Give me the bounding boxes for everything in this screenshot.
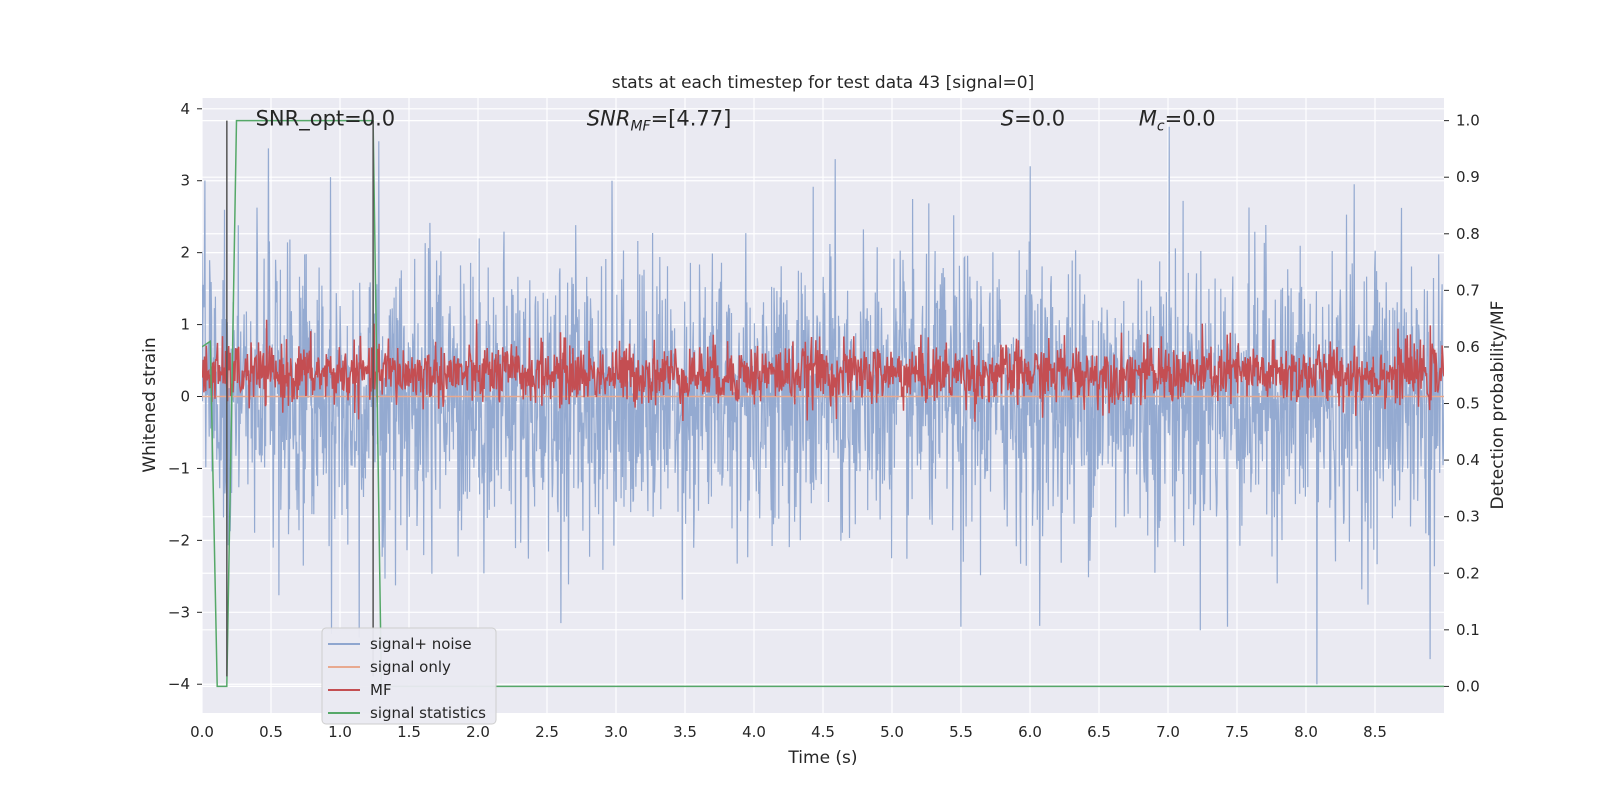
legend-entry: signal only — [370, 658, 451, 676]
x-axis-label: Time (s) — [787, 748, 857, 768]
x-tick-label: 5.5 — [949, 723, 973, 741]
y-tick-label: 3 — [180, 172, 190, 190]
y-right-tick-label: 0.9 — [1456, 168, 1480, 186]
x-tick-label: 8.0 — [1294, 723, 1318, 741]
annotation: SNRMF=[4.77] — [587, 107, 732, 135]
x-tick-label: 3.5 — [673, 723, 697, 741]
y-right-tick-label: 0.6 — [1456, 338, 1480, 356]
y-ticks-left: 4 3 2 1 0 −1 −2 −3 −4 — [168, 100, 202, 693]
y-right-tick-label: 0.7 — [1456, 281, 1480, 299]
x-tick-label: 2.5 — [535, 723, 559, 741]
series-signal-noise — [202, 126, 1444, 685]
x-tick-label: 6.0 — [1018, 723, 1042, 741]
y-tick-label: 2 — [180, 244, 190, 262]
legend-entry: signal+ noise — [370, 635, 472, 653]
y-right-tick-label: 0.1 — [1456, 621, 1480, 639]
x-tick-label: 5.0 — [880, 723, 904, 741]
x-tick-label: 0.5 — [259, 723, 283, 741]
y-right-tick-label: 0.0 — [1456, 677, 1480, 695]
x-tick-label: 7.5 — [1225, 723, 1249, 741]
y-ticks-right: 1.0 0.9 0.8 0.7 0.6 0.5 0.4 0.3 0.2 0.1 0.0 — [1444, 112, 1480, 695]
x-tick-label: 4.0 — [742, 723, 766, 741]
annotations: SNR_opt=0.0 SNRMF=[4.77] S=0.0 Mc=0.0 — [256, 107, 1216, 135]
y-right-tick-label: 0.5 — [1456, 395, 1480, 413]
y-tick-label: −2 — [168, 531, 190, 549]
x-tick-label: 6.5 — [1087, 723, 1111, 741]
y-right-tick-label: 0.8 — [1456, 225, 1480, 243]
series-mf — [202, 319, 1444, 422]
y-right-tick-label: 0.2 — [1456, 564, 1480, 582]
y-tick-label: −3 — [168, 603, 190, 621]
x-tick-label: 1.5 — [397, 723, 421, 741]
x-tick-label: 3.0 — [604, 723, 628, 741]
x-tick-label: 0.0 — [190, 723, 214, 741]
legend: signal+ noise signal only MF signal statist… — [321, 627, 497, 725]
series-layer — [202, 119, 1444, 688]
y-right-tick-label: 1.0 — [1456, 112, 1480, 130]
annotation: Mc=0.0 — [1139, 107, 1216, 135]
x-ticks: 0.0 0.5 1.0 1.5 2.0 2.5 3.0 3.5 4.0 4.5 5.0 5.5 6.0 6… — [190, 723, 1387, 741]
y-tick-label: −4 — [168, 675, 190, 693]
x-tick-label: 8.5 — [1363, 723, 1387, 741]
annotation: SNR_opt=0.0 — [256, 107, 396, 132]
x-tick-label: 1.0 — [328, 723, 352, 741]
legend-entry: signal statistics — [370, 704, 486, 722]
y-right-tick-label: 0.3 — [1456, 508, 1480, 526]
y-tick-label: 1 — [180, 316, 190, 334]
y-axis-label-right: Detection probability/MF — [1488, 301, 1508, 510]
y-axis-label-left: Whitened strain — [140, 337, 160, 472]
annotation: S=0.0 — [1001, 107, 1065, 131]
y-tick-label: 0 — [180, 388, 190, 406]
series-signal-statistics — [202, 119, 1444, 688]
legend-box — [321, 627, 497, 725]
y-tick-label: 4 — [180, 100, 190, 118]
x-tick-label: 7.0 — [1156, 723, 1180, 741]
x-tick-label: 4.5 — [811, 723, 835, 741]
y-tick-label: −1 — [168, 459, 190, 477]
y-right-tick-label: 0.4 — [1456, 451, 1480, 469]
chart-title: stats at each timestep for test data 43 … — [612, 73, 1035, 93]
x-tick-label: 2.0 — [466, 723, 490, 741]
legend-entry: MF — [370, 681, 392, 699]
